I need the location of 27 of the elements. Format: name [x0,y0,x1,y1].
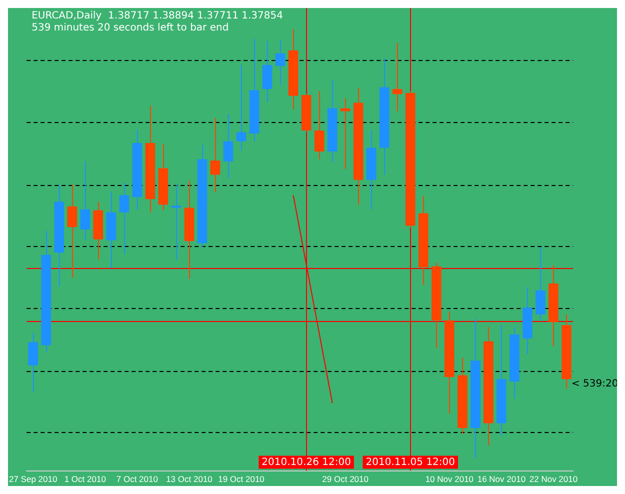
x-tick-label: 13 Oct 2010 [166,474,213,484]
candlestick [171,184,182,260]
x-tick-label: 1 Oct 2010 [64,474,106,484]
annotation: 2010.10.26 12:00 [262,456,351,468]
candlestick [314,90,324,160]
candlestick [275,40,286,86]
x-tick-label: 22 Nov 2010 [529,474,578,484]
candlestick [236,64,246,152]
x-tick-label: 19 Oct 2010 [218,474,265,484]
candlestick [119,182,130,254]
candlestick [28,332,38,392]
x-tick-label: 10 Nov 2010 [425,474,474,484]
candlestick [80,160,90,241]
candlestick [262,40,272,102]
x-tick-label: 7 Oct 2010 [116,474,158,484]
x-tick-label: 27 Sep 2010 [8,474,58,484]
chart-subtitle: 539 minutes 20 seconds left to bar end [32,22,229,34]
chart-title: EURCAD,Daily 1.38717 1.38894 1.37711 1.37854 [32,10,284,22]
candlestick [67,184,78,278]
annotation: 2010.11.05 12:00 [366,456,456,468]
x-tick-label: 16 Nov 2010 [477,474,526,484]
candlestick [340,97,350,170]
candlestick [223,114,234,178]
candlestick [392,42,402,112]
candlestick [210,118,220,193]
x-tick-label: 29 Oct 2010 [322,474,369,484]
candlestick [536,246,546,322]
